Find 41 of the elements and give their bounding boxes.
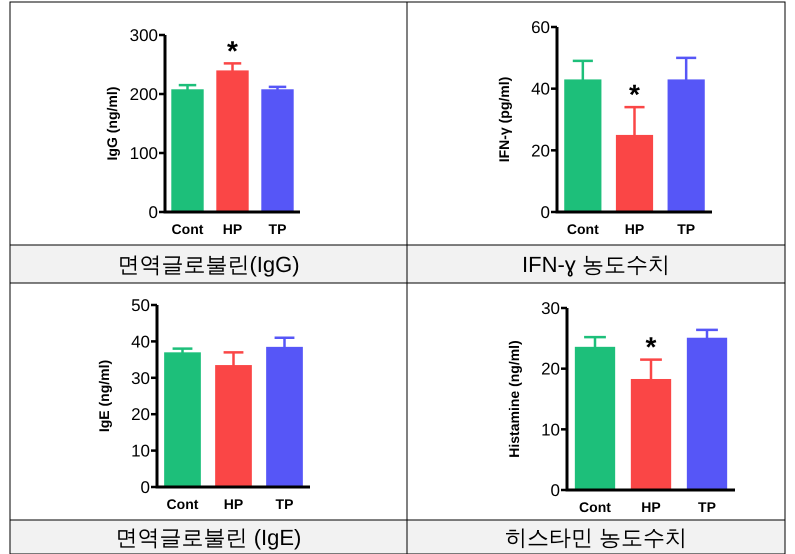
y-tick-label: 200: [130, 85, 158, 104]
text: IFN-ɣ 농도수치: [522, 252, 670, 277]
y-tick-label: 0: [148, 203, 158, 222]
y-axis-title: Histamine (ng/ml): [506, 340, 522, 458]
y-tick-label: 40: [131, 332, 150, 352]
text: 면역글로불린 (IgE): [116, 525, 302, 550]
y-tick-label: 50: [131, 296, 150, 315]
annotation: *: [227, 35, 238, 66]
x-tick-label: Cont: [566, 221, 600, 237]
x-tick-label: TP: [677, 221, 696, 237]
y-tick-label: 20: [531, 141, 550, 160]
text: 면역글로불린(IgG): [117, 252, 300, 277]
x-tick-label: TP: [268, 221, 286, 237]
x-tick-label: HP: [624, 221, 644, 237]
y-tick-label: 0: [540, 203, 550, 222]
y-tick-label: 300: [130, 26, 158, 45]
text: 히스타민 농도수치: [504, 525, 688, 550]
x-tick-label: Cont: [166, 496, 199, 512]
y-tick-label: 20: [541, 360, 560, 379]
y-tick-label: 20: [131, 405, 150, 424]
y-tick-label: 10: [541, 420, 560, 440]
annotation: *: [646, 332, 657, 363]
y-tick-label: 30: [131, 368, 150, 388]
x-tick-label: TP: [276, 496, 294, 512]
y-tick-label: 40: [531, 80, 550, 99]
y-axis-title: IgE (ng/ml): [96, 360, 112, 432]
y-tick-label: 10: [131, 442, 150, 461]
annotation: *: [629, 79, 640, 110]
y-axis-title: IFN-γ (pg/ml): [496, 76, 512, 162]
y-tick-label: 100: [130, 144, 158, 163]
x-tick-label: HP: [222, 221, 242, 237]
y-tick-label: 60: [531, 18, 550, 37]
y-tick-label: 0: [140, 478, 150, 497]
x-tick-label: TP: [698, 499, 716, 515]
y-tick-label: 0: [550, 481, 560, 500]
y-axis-title: IgG (ng/ml): [104, 86, 120, 160]
y-tick-label: 30: [541, 299, 560, 318]
x-tick-label: HP: [641, 499, 661, 515]
x-tick-label: Cont: [172, 221, 204, 237]
x-tick-label: Cont: [579, 499, 612, 515]
x-tick-label: HP: [224, 496, 244, 512]
